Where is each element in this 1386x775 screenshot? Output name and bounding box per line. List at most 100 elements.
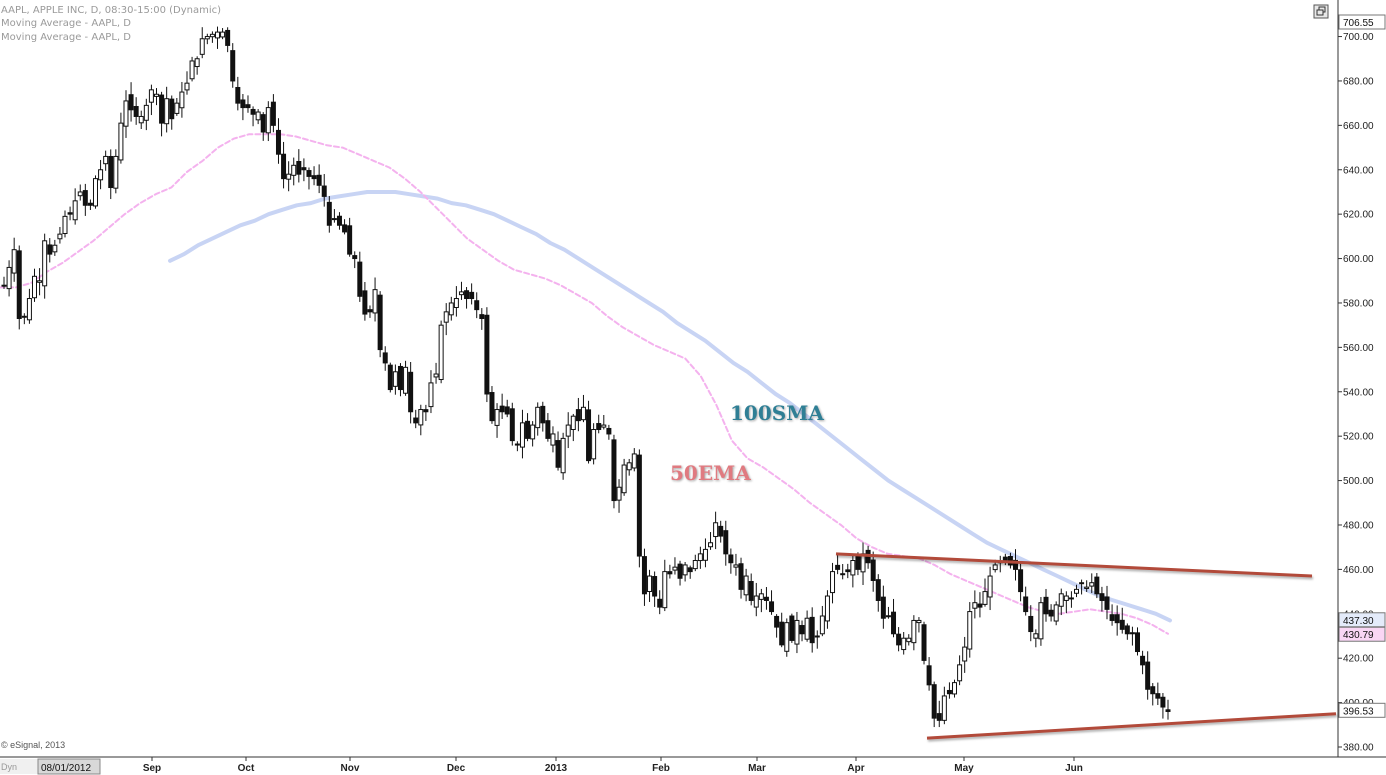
candle-body-down [636, 454, 642, 557]
candle [677, 560, 683, 586]
candle [484, 307, 490, 403]
candle [1140, 650, 1146, 675]
candle [62, 210, 68, 238]
candle-body-up [118, 122, 124, 161]
candle-body-up [535, 406, 541, 429]
candle-body-down [250, 108, 256, 115]
candle-body-down [484, 314, 490, 395]
y-tick-label: 500.00 [1343, 476, 1374, 487]
candle-body-down [235, 86, 241, 104]
candle [509, 402, 515, 446]
annotation-50ema: 50EMA [670, 461, 751, 485]
candle-body-up [184, 82, 190, 91]
candle-body-up [21, 315, 27, 318]
candle [946, 682, 952, 699]
candle [1043, 588, 1049, 622]
sma100-line[interactable] [168, 190, 1172, 623]
candle [392, 364, 398, 395]
candle [662, 559, 668, 612]
candle-body-up [1038, 602, 1044, 640]
candle-body-up [982, 591, 988, 605]
candle-body-down [748, 581, 754, 601]
candle-body-up [11, 249, 17, 274]
candle-body-down [1099, 593, 1105, 601]
candle [103, 150, 109, 171]
candle [489, 386, 495, 424]
candle-body-up [682, 564, 688, 576]
candle [1109, 604, 1115, 626]
candle [26, 288, 32, 324]
candle [692, 554, 698, 572]
time-axis[interactable]: Sep Oct Nov Dec 2013 Feb Mar Apr May Jun [143, 757, 1083, 774]
plot-area[interactable] [0, 0, 1338, 757]
candle [682, 561, 688, 582]
candle [413, 409, 419, 429]
candle-body-up [1033, 633, 1039, 639]
candle [565, 412, 571, 449]
candle [926, 657, 932, 691]
window-restore-icon[interactable] [1313, 4, 1329, 19]
sma100-layer [168, 190, 1172, 623]
price-axis[interactable]: 700.00 680.00 660.00 640.00 620.00 600.00 580.… [1338, 32, 1374, 754]
candle-body-down [397, 365, 403, 391]
candle [713, 511, 719, 550]
date-box-text[interactable]: 08/01/2012 [41, 763, 91, 774]
candle [799, 620, 805, 642]
candle [972, 590, 978, 619]
candle-body-up [830, 571, 836, 594]
trendlines-layer[interactable] [835, 552, 1337, 740]
candle-body-down [225, 29, 231, 46]
candle [377, 291, 383, 358]
candle [179, 81, 185, 118]
candle [1104, 585, 1110, 620]
candle-body-down [47, 244, 53, 255]
candle [1028, 605, 1034, 642]
candle [235, 76, 241, 111]
candle [555, 431, 561, 471]
candle-body-up [31, 275, 37, 299]
candle-body-down [723, 530, 729, 555]
candle [42, 233, 48, 299]
candle-body-down [1002, 556, 1008, 562]
candle-body-up [103, 155, 109, 165]
candle [316, 164, 322, 194]
candle-body-down [896, 633, 902, 646]
candle-body-down [499, 405, 505, 413]
candle [611, 434, 617, 509]
candle [31, 268, 37, 302]
candle-body-down [87, 202, 93, 206]
candle-body-down [596, 423, 602, 431]
candle [270, 94, 276, 133]
candle [870, 551, 876, 592]
ema50-line[interactable] [0, 133, 1169, 635]
candle-body-down [296, 160, 302, 175]
candle-body-down [738, 563, 744, 590]
candle-body-down [880, 596, 886, 619]
x-tick-label: Oct [238, 763, 255, 774]
candle [336, 212, 342, 230]
candle-body-up [123, 100, 129, 127]
candle-body-down [321, 185, 327, 197]
candle-body-up [906, 637, 912, 643]
support-trendline[interactable] [926, 712, 1337, 740]
candle [433, 362, 439, 384]
candle-body-down [718, 525, 724, 537]
mode-box[interactable] [0, 759, 38, 774]
resistance-trendline[interactable] [835, 552, 1313, 578]
y-tick-label: 520.00 [1343, 432, 1374, 443]
candle-body-up [616, 486, 622, 501]
candle [1058, 588, 1064, 616]
candle [1018, 561, 1024, 602]
candle [428, 370, 434, 414]
candle [621, 458, 627, 496]
candle-body-down [128, 94, 134, 111]
mode-label[interactable]: Dyn [1, 762, 17, 772]
date-box[interactable] [37, 758, 101, 775]
candle-body-down [306, 170, 312, 177]
candle-body-down [809, 616, 815, 644]
candle-body-down [514, 443, 520, 446]
candle-body-down [586, 409, 592, 462]
candle [875, 574, 881, 612]
